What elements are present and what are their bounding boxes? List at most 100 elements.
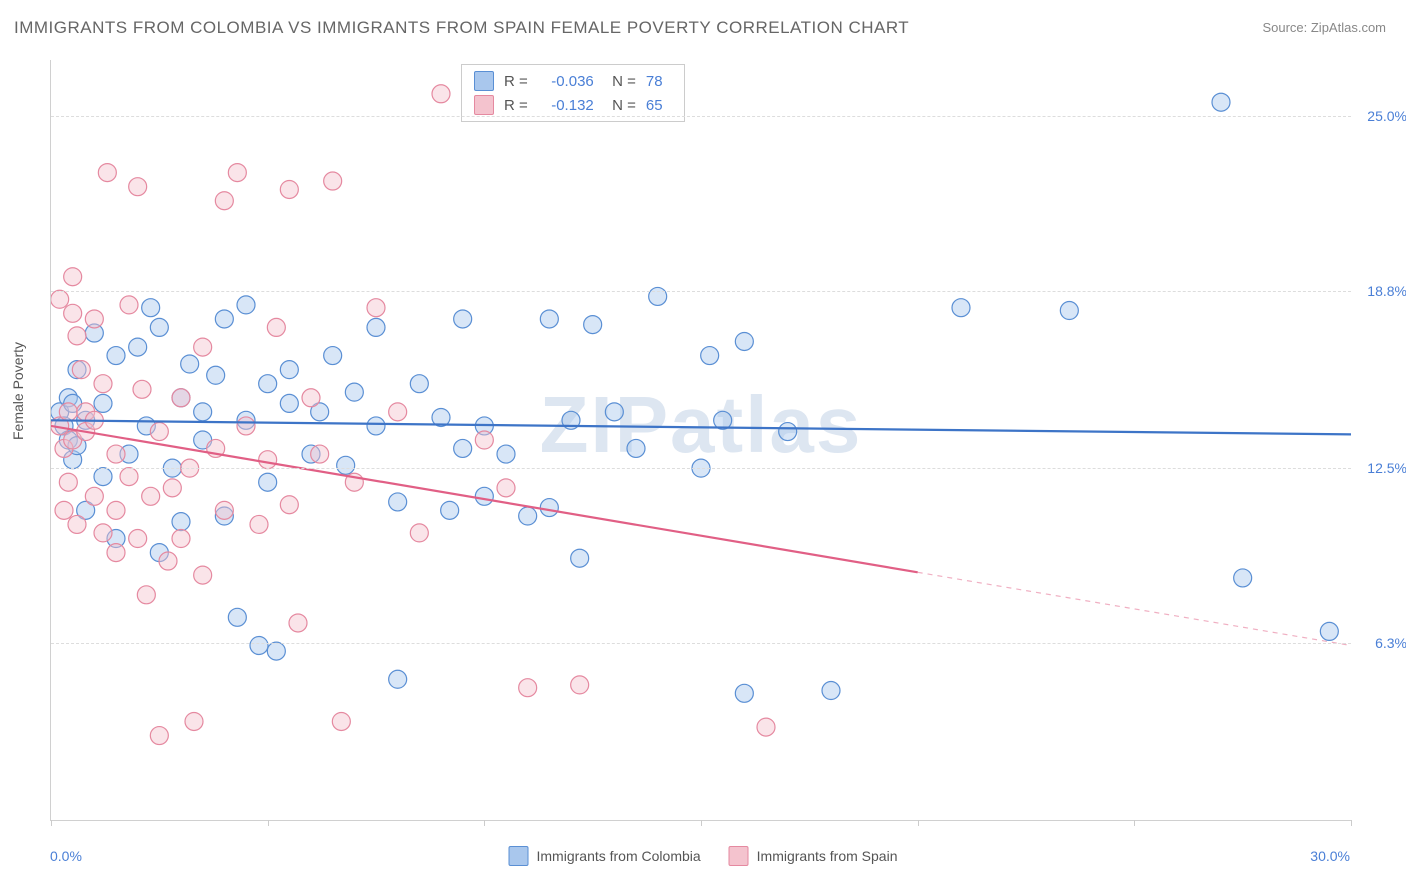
legend-label-colombia: Immigrants from Colombia [537, 848, 701, 864]
scatter-point [410, 524, 428, 542]
scatter-point [137, 586, 155, 604]
swatch-spain [474, 95, 494, 115]
x-tick [918, 820, 919, 826]
scatter-point [757, 718, 775, 736]
scatter-point [311, 445, 329, 463]
x-min-label: 0.0% [50, 848, 82, 864]
scatter-point [150, 727, 168, 745]
x-tick [1351, 820, 1352, 826]
scatter-point [64, 268, 82, 286]
scatter-point [779, 423, 797, 441]
n-value-spain: 65 [646, 97, 672, 114]
scatter-point [51, 290, 69, 308]
x-tick [484, 820, 485, 826]
scatter-point [129, 338, 147, 356]
scatter-point [237, 296, 255, 314]
scatter-point [302, 389, 320, 407]
scatter-point [389, 403, 407, 421]
scatter-point [605, 403, 623, 421]
scatter-point [228, 164, 246, 182]
scatter-point [1234, 569, 1252, 587]
scatter-point [454, 310, 472, 328]
scatter-point [237, 417, 255, 435]
scatter-point [519, 679, 537, 697]
stats-row-colombia: R = -0.036 N = 78 [474, 69, 672, 93]
scatter-point [367, 417, 385, 435]
scatter-point [324, 172, 342, 190]
scatter-point [215, 501, 233, 519]
gridline [51, 643, 1351, 644]
scatter-point [181, 355, 199, 373]
scatter-point [267, 642, 285, 660]
legend-swatch-spain [729, 846, 749, 866]
scatter-point [259, 451, 277, 469]
scatter-point [280, 496, 298, 514]
stats-row-spain: R = -0.132 N = 65 [474, 93, 672, 117]
scatter-point [259, 375, 277, 393]
scatter-point [94, 394, 112, 412]
scatter-point [129, 178, 147, 196]
scatter-point [129, 530, 147, 548]
r-value-colombia: -0.036 [538, 73, 594, 90]
scatter-point [735, 332, 753, 350]
scatter-point [497, 445, 515, 463]
scatter-point [1320, 622, 1338, 640]
legend-swatch-colombia [509, 846, 529, 866]
scatter-point [194, 403, 212, 421]
scatter-point [571, 676, 589, 694]
scatter-point [280, 394, 298, 412]
scatter-point [94, 468, 112, 486]
scatter-point [163, 479, 181, 497]
scatter-point [150, 318, 168, 336]
scatter-point [584, 316, 602, 334]
r-label: R = [504, 97, 528, 114]
scatter-svg [51, 60, 1351, 820]
scatter-point [345, 383, 363, 401]
scatter-point [497, 479, 515, 497]
scatter-point [98, 164, 116, 182]
scatter-point [172, 513, 190, 531]
gridline [51, 291, 1351, 292]
y-tick-label: 12.5% [1367, 460, 1406, 476]
scatter-point [367, 318, 385, 336]
n-label: N = [604, 97, 636, 114]
scatter-point [59, 403, 77, 421]
scatter-point [150, 423, 168, 441]
r-label: R = [504, 73, 528, 90]
scatter-point [701, 347, 719, 365]
gridline [51, 468, 1351, 469]
scatter-point [107, 501, 125, 519]
scatter-point [250, 636, 268, 654]
scatter-point [432, 85, 450, 103]
scatter-point [1212, 93, 1230, 111]
scatter-point [367, 299, 385, 317]
scatter-point [280, 180, 298, 198]
x-tick [701, 820, 702, 826]
scatter-point [337, 456, 355, 474]
y-tick-label: 25.0% [1367, 108, 1406, 124]
scatter-point [207, 366, 225, 384]
scatter-point [259, 473, 277, 491]
scatter-point [289, 614, 307, 632]
x-tick [51, 820, 52, 826]
x-tick [1134, 820, 1135, 826]
scatter-point [822, 682, 840, 700]
scatter-point [68, 327, 86, 345]
series-legend: Immigrants from Colombia Immigrants from… [509, 846, 898, 866]
y-axis-label: Female Poverty [10, 342, 26, 440]
scatter-point [172, 389, 190, 407]
scatter-point [475, 487, 493, 505]
scatter-point [107, 544, 125, 562]
scatter-point [571, 549, 589, 567]
scatter-point [72, 361, 90, 379]
scatter-point [267, 318, 285, 336]
y-tick-label: 18.8% [1367, 283, 1406, 299]
scatter-point [389, 493, 407, 511]
scatter-point [85, 310, 103, 328]
scatter-point [332, 712, 350, 730]
source-label: Source: ZipAtlas.com [1262, 20, 1386, 35]
scatter-point [475, 431, 493, 449]
scatter-point [120, 296, 138, 314]
scatter-point [94, 375, 112, 393]
scatter-point [1060, 302, 1078, 320]
